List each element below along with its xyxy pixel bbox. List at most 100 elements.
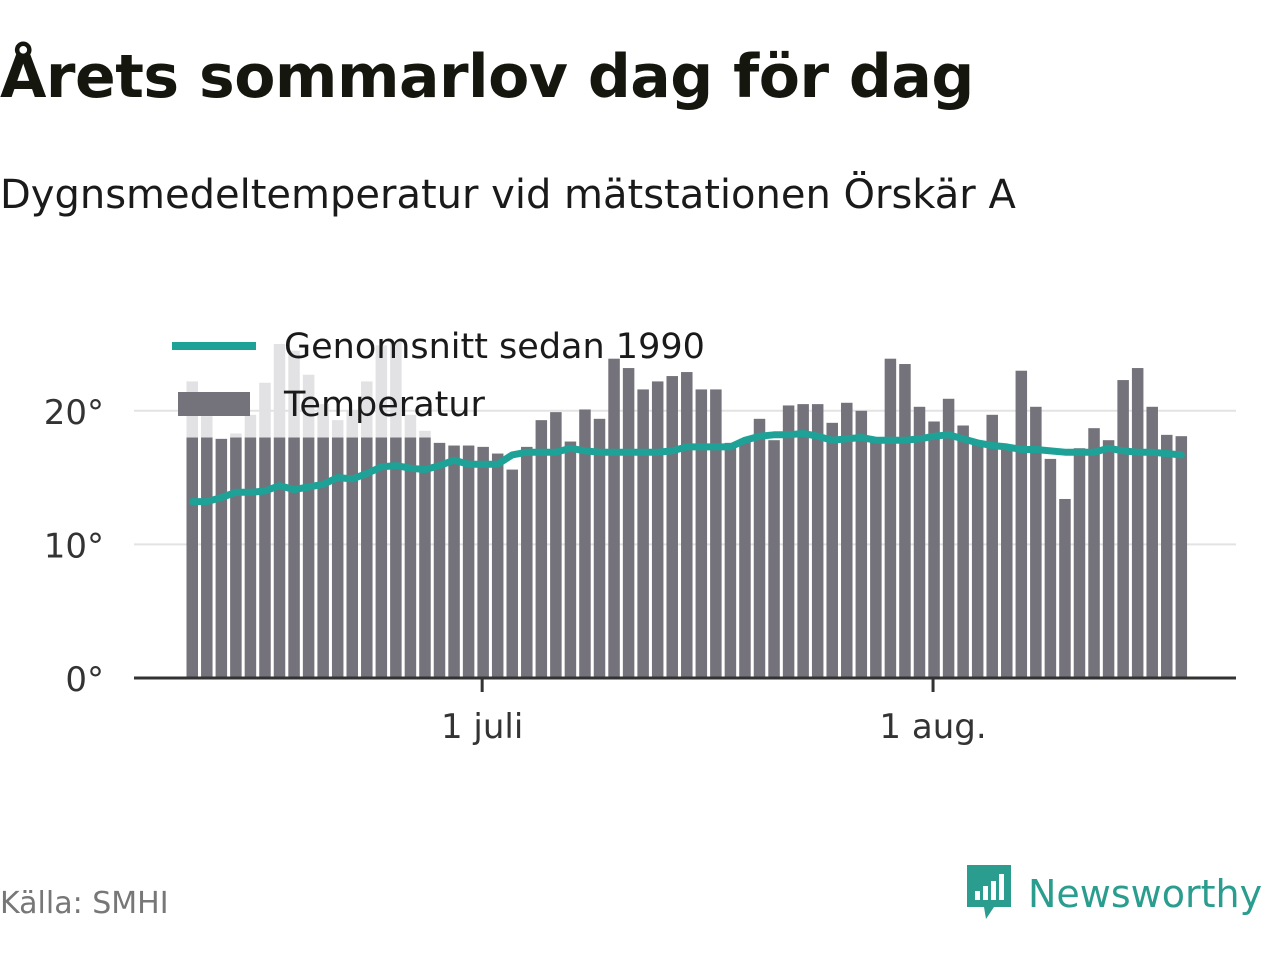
- temperature-bar: [230, 437, 242, 678]
- temperature-bar: [855, 410, 868, 678]
- temperature-bar: [375, 437, 388, 678]
- temperature-bar: [390, 437, 402, 678]
- temperature-bar-upper: [375, 345, 388, 438]
- temperature-bar-upper: [331, 420, 344, 438]
- temperature-bar-upper: [317, 404, 329, 438]
- temperature-bar-upper: [288, 350, 300, 438]
- temperature-bar: [651, 381, 664, 678]
- brand-logo[interactable]: Newsworthy: [964, 862, 1262, 926]
- temperature-bar: [986, 414, 998, 678]
- temperature-bar: [666, 376, 678, 678]
- temperature-bar: [302, 437, 315, 678]
- temperature-bar: [797, 404, 809, 678]
- temperature-bar: [637, 389, 649, 678]
- average-line: [188, 430, 1185, 506]
- temperature-bar: [186, 437, 198, 678]
- temperature-bar-upper: [302, 374, 315, 438]
- temperature-bar: [419, 437, 431, 678]
- x-tick-label: 1 juli: [441, 707, 523, 747]
- temperature-bar: [942, 398, 955, 678]
- temperature-bar: [317, 437, 329, 678]
- temperature-bar: [1088, 428, 1100, 678]
- temperature-bar: [1015, 370, 1028, 678]
- temperature-bar-upper: [201, 416, 213, 438]
- temperature-bar: [491, 453, 504, 678]
- temperature-bar: [870, 438, 882, 678]
- temperature-bar-upper: [419, 430, 431, 438]
- legend: Genomsnitt sedan 1990 Temperatur: [172, 327, 705, 425]
- chart-title: Årets sommarlov dag för dag: [0, 42, 974, 112]
- legend-label-average: Genomsnitt sedan 1990: [284, 327, 705, 367]
- temperature-bar-upper: [273, 344, 286, 438]
- temperature-bar: [593, 418, 606, 678]
- temperature-bar-upper: [361, 381, 373, 438]
- temperature-bar: [288, 437, 300, 678]
- temperature-bar: [811, 404, 824, 678]
- temperature-bar: [1131, 368, 1144, 678]
- temperature-bar: [913, 406, 926, 678]
- temperature-bar: [550, 412, 562, 678]
- temperature-bar: [462, 445, 475, 678]
- temperature-bar: [1044, 458, 1057, 678]
- temperature-bar: [331, 437, 344, 678]
- temperature-bar: [1175, 436, 1188, 678]
- temperature-bar: [782, 405, 795, 678]
- x-tick-label: 1 aug.: [879, 707, 986, 747]
- temperature-bar: [724, 442, 737, 678]
- temperature-bar: [1059, 498, 1071, 678]
- temperature-bar: [739, 438, 751, 678]
- temperature-bar: [1030, 406, 1042, 678]
- temperature-bar: [695, 389, 708, 678]
- temperature-bar: [608, 358, 620, 678]
- temperature-bar-upper: [259, 382, 271, 438]
- temperature-bar: [1001, 446, 1013, 678]
- temperature-bar: [521, 446, 533, 678]
- temperature-bar: [768, 440, 780, 678]
- legend-swatch-temperature: [178, 392, 250, 416]
- bar-chart-speech-bubble-icon: [964, 862, 1014, 926]
- axes: 0° 10° 20° 1 juli 1 aug.: [44, 393, 1236, 747]
- temperature-bar: [244, 437, 257, 678]
- source-note: Källa: SMHI: [0, 886, 169, 921]
- temperature-bar: [681, 372, 693, 678]
- temperature-bar: [361, 437, 373, 678]
- temperature-bar: [622, 368, 635, 678]
- temperature-bar: [899, 364, 911, 678]
- temperature-bar: [535, 420, 548, 678]
- temperature-bar-upper: [230, 433, 242, 438]
- legend-swatch-average: [172, 342, 256, 350]
- temperature-bar: [753, 418, 766, 678]
- temperature-bar: [448, 445, 460, 678]
- temperature-bar: [433, 442, 446, 678]
- temperature-bars: [186, 341, 1188, 678]
- temperature-bar: [1117, 380, 1129, 678]
- temperature-bar: [957, 425, 969, 678]
- temperature-bar: [579, 409, 591, 678]
- brand-name: Newsworthy: [1028, 872, 1263, 916]
- temperature-bar: [404, 437, 417, 678]
- temperature-bar: [201, 437, 213, 678]
- y-tick-label: 10°: [44, 526, 104, 566]
- temperature-bar: [1102, 440, 1115, 678]
- temperature-bar: [259, 437, 271, 678]
- temperature-bar: [564, 441, 577, 678]
- temperature-bar: [928, 421, 940, 678]
- temperature-bar: [506, 469, 518, 678]
- temperature-bar: [215, 438, 228, 678]
- y-tick-label: 20°: [44, 393, 104, 433]
- chart-subtitle: Dygnsmedeltemperatur vid mätstationen Ör…: [0, 172, 1016, 218]
- temperature-bar-upper: [390, 341, 402, 438]
- temperature-bar: [710, 389, 722, 678]
- y-tick-label: 0°: [65, 660, 104, 700]
- temperature-bar: [273, 437, 286, 678]
- temperature-bar: [841, 402, 853, 678]
- temperature-bar-upper: [244, 414, 257, 438]
- temperature-bar: [884, 358, 897, 678]
- temperature-bar: [346, 437, 358, 678]
- temperature-bar: [1161, 434, 1173, 678]
- temperature-bar-upper: [404, 414, 417, 438]
- temperature-bar-upper: [346, 410, 358, 438]
- temperature-bar: [1073, 448, 1086, 678]
- temperature-bar: [971, 444, 984, 678]
